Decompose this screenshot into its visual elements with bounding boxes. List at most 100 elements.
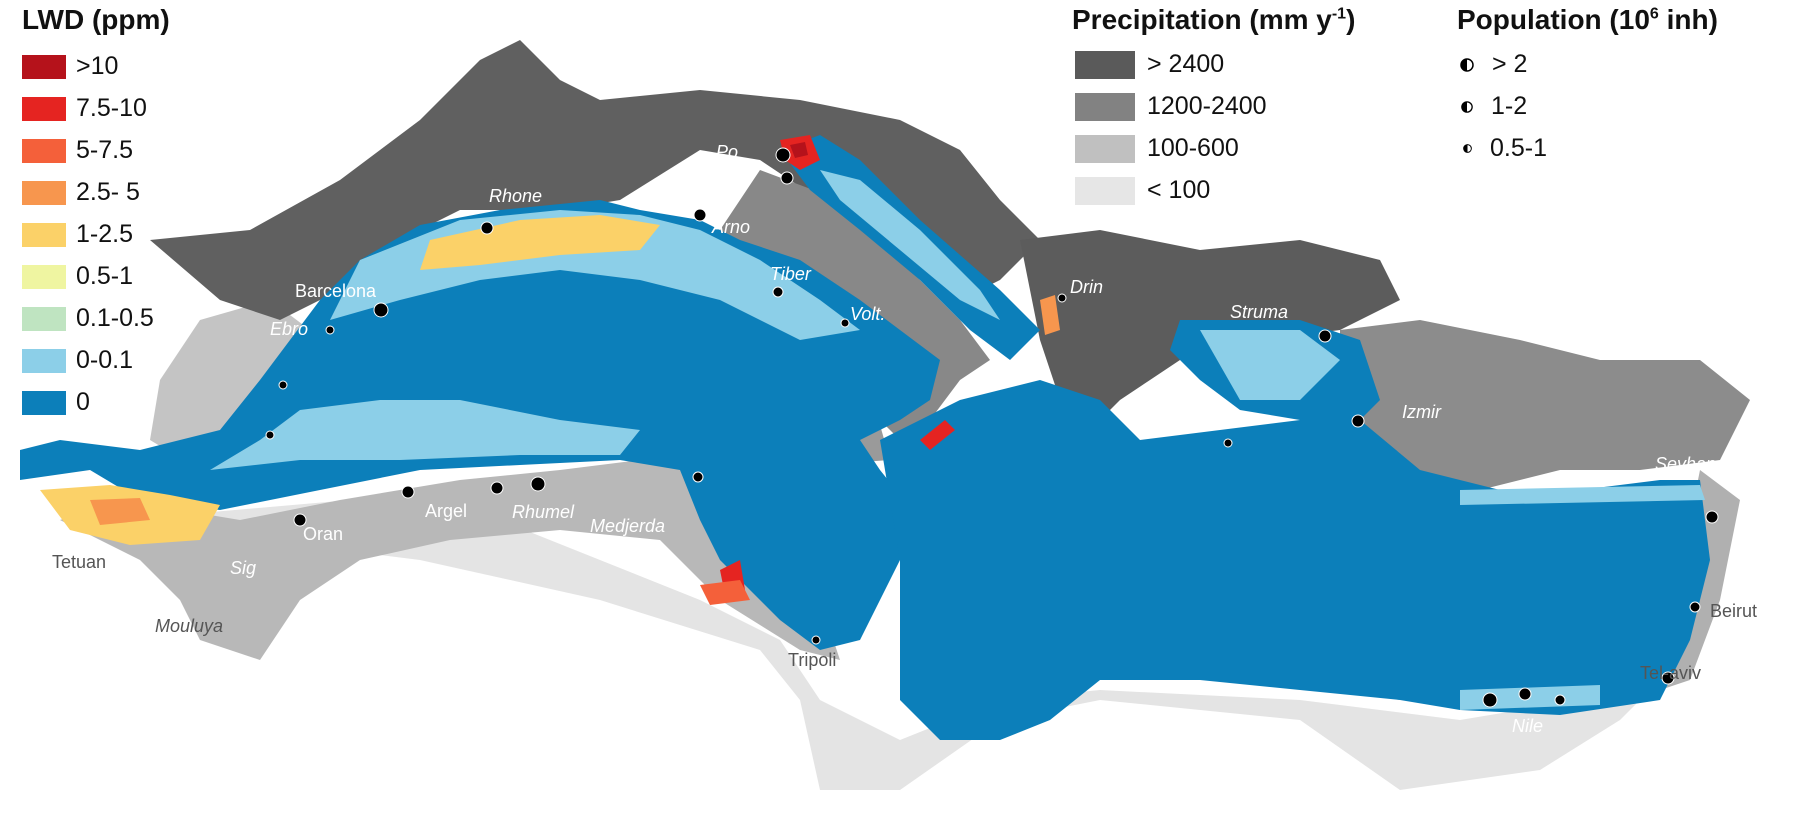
label-city-tetuan: Tetuan [52,552,106,572]
legend-pop-item: > 2 [1460,50,1527,79]
lwd-orange-alboran [90,498,150,525]
label-izmir: Izmir [1402,402,1442,422]
legend-label: 1-2.5 [76,220,133,248]
legend-label: > 2400 [1147,50,1225,78]
legend-swatch [22,348,66,373]
lwd-hotspots [40,135,1705,710]
legend-swatch [22,96,66,121]
legend-pop-title-end: inh) [1658,4,1718,35]
label-river-drin: Drin [1070,277,1103,297]
city-symbol [1318,329,1332,343]
legend-label: 1200-2400 [1147,92,1267,120]
legend-lwd-title: LWD (ppm) [22,4,170,35]
city-symbol [1554,694,1566,706]
legend-lwd-item: 5-7.5 [22,136,133,165]
legend-precip-title: Precipitation (mm y-1) [1072,4,1355,36]
city-symbol [692,471,704,483]
legend-label: 0-0.1 [76,346,133,374]
legend-swatch [1075,176,1135,205]
label-city-argel: Argel [425,501,467,521]
label-river-seyhan: Seyhan [1655,454,1716,474]
sea-eastern-basin [880,380,1710,740]
legend-label: 1-2 [1491,92,1528,120]
legend-lwd-item: 0.5-1 [22,262,133,291]
lwd-band-light [210,400,640,470]
city-symbol [265,430,275,440]
label-river-rhumel: Rhumel [512,502,575,522]
label-river-nile: Nile [1512,716,1543,736]
legend-precip-title-sup: -1 [1331,5,1347,23]
lwd-light-aegean [1200,330,1340,400]
legend-pop-title-sup: 6 [1649,5,1659,23]
label-river-mouluya: Mouluya [155,616,223,636]
city-symbol [780,171,794,185]
lwd-light-adriatic [820,170,1000,320]
lwd-orange-drin [1040,295,1060,335]
legend-label: 0.1-0.5 [76,304,154,332]
legend-swatch [1075,134,1135,163]
land-turkey [1340,320,1750,500]
label-river-volt: Volt. [850,304,885,324]
label-river-sig: Sig [230,558,256,578]
legend-precip-item: > 2400 [1075,50,1224,79]
legend-lwd-item: 7.5-10 [22,94,147,123]
legend-swatch [22,390,66,415]
city-symbol [1705,510,1719,524]
label-river-po: Po [716,142,738,162]
legend-precip-title-end: ) [1346,4,1356,35]
map-labels: Po Rhone Arno Tiber Volt. Drin Struma Eb… [52,142,1757,736]
label-city-beirut: Beirut [1710,601,1757,621]
population-small-icon [1463,144,1472,153]
legend-precip-item: < 100 [1075,176,1210,205]
label-city-tel-aviv: Tel-aviv [1640,663,1701,683]
legend-label: < 100 [1147,176,1211,204]
label-river-arno: Arno [711,217,750,237]
legend-swatch [22,54,66,79]
legend-pop-item: 1-2 [1460,92,1527,121]
legend-pop-item: 0.5-1 [1460,134,1547,163]
label-river-tiber: Tiber [770,264,812,284]
label-river-rhone: Rhone [489,186,542,206]
city-symbol [775,147,791,163]
city-symbol [1057,293,1067,303]
city-symbol [530,476,546,492]
legend-pop-title-main: Population (10 [1457,4,1650,35]
legend-label: > 2 [1492,50,1528,78]
legend-lwd-item: 0 [22,388,90,417]
label-river-ebro: Ebro [270,319,308,339]
legend-swatch [22,264,66,289]
city-symbol [1482,692,1498,708]
label-river-medjerda: Medjerda [590,516,665,536]
city-symbol [325,325,335,335]
legend-lwd-item: 1-2.5 [22,220,133,249]
lwd-orange-tunisia [700,580,750,605]
city-symbol [1518,687,1532,701]
city-symbol [840,318,850,328]
lwd-red-calabria [920,420,955,450]
lwd-yellow-ligurian [420,215,660,270]
city-symbol [1223,438,1233,448]
city-symbol [1351,414,1365,428]
city-symbol [278,380,288,390]
city-symbol [1689,601,1701,613]
legend-lwd-item: 2.5- 5 [22,178,140,207]
lwd-light-levant-coast [1460,485,1705,505]
legend-swatch [22,138,66,163]
land-north-africa [60,460,840,660]
legend-precip-item: 1200-2400 [1075,92,1267,121]
legend-label: 0.5-1 [1490,134,1547,162]
city-symbol [401,485,415,499]
legend-label: 0 [76,388,90,416]
legend-swatch [22,306,66,331]
land-alps [150,40,1040,320]
legend-swatch [1075,50,1135,79]
city-symbol [811,635,821,645]
city-symbol [490,481,504,495]
city-symbol [772,286,784,298]
city-symbol [373,302,389,318]
population-large-icon [1460,57,1474,72]
label-city-oran: Oran [303,524,343,544]
lwd-darkred-po-delta [790,142,808,158]
city-symbol [293,513,307,527]
